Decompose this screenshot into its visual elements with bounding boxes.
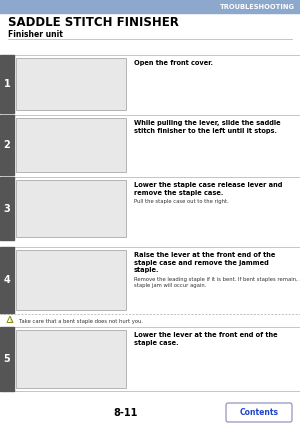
Text: Raise the lever at the front end of the
staple case and remove the jammed
staple: Raise the lever at the front end of the …: [134, 252, 275, 273]
Bar: [16, 118, 126, 172]
Text: 3: 3: [4, 204, 11, 213]
Bar: [16, 250, 126, 310]
Text: !: !: [9, 318, 11, 323]
Text: While pulling the lever, slide the saddle
stitch finisher to the left until it s: While pulling the lever, slide the saddl…: [134, 120, 280, 133]
Text: Finisher unit: Finisher unit: [8, 30, 63, 39]
Text: Contents: Contents: [239, 408, 278, 417]
Text: 2: 2: [4, 140, 11, 150]
Bar: [0, 115, 14, 175]
Text: Remove the leading staple if it is bent. If bent staples remain, a
staple jam wi: Remove the leading staple if it is bent.…: [134, 277, 300, 288]
Bar: [16, 58, 126, 110]
Text: Take care that a bent staple does not hurt you.: Take care that a bent staple does not hu…: [19, 318, 143, 323]
Text: 5: 5: [4, 354, 11, 364]
Bar: [16, 180, 126, 237]
Bar: [16, 330, 126, 388]
FancyBboxPatch shape: [226, 403, 292, 422]
Text: Lower the staple case release lever and
remove the staple case.: Lower the staple case release lever and …: [134, 182, 282, 196]
Bar: [0, 327, 14, 391]
Text: 1: 1: [4, 79, 11, 89]
Text: TROUBLESHOOTING: TROUBLESHOOTING: [220, 3, 295, 9]
Bar: [0, 177, 14, 240]
Text: 4: 4: [4, 275, 11, 285]
Text: SADDLE STITCH FINISHER: SADDLE STITCH FINISHER: [8, 16, 179, 29]
Text: Open the front cover.: Open the front cover.: [134, 60, 213, 66]
Text: Pull the staple case out to the right.: Pull the staple case out to the right.: [134, 199, 229, 204]
Bar: [0, 55, 14, 113]
Text: Lower the lever at the front end of the
staple case.: Lower the lever at the front end of the …: [134, 332, 278, 346]
Bar: [0, 0, 300, 13]
Bar: [0, 247, 14, 313]
Text: 8-11: 8-11: [114, 408, 138, 418]
